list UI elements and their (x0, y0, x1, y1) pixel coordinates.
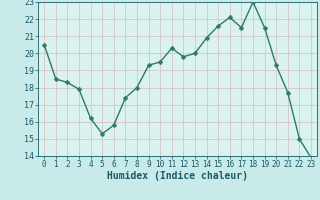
X-axis label: Humidex (Indice chaleur): Humidex (Indice chaleur) (107, 171, 248, 181)
